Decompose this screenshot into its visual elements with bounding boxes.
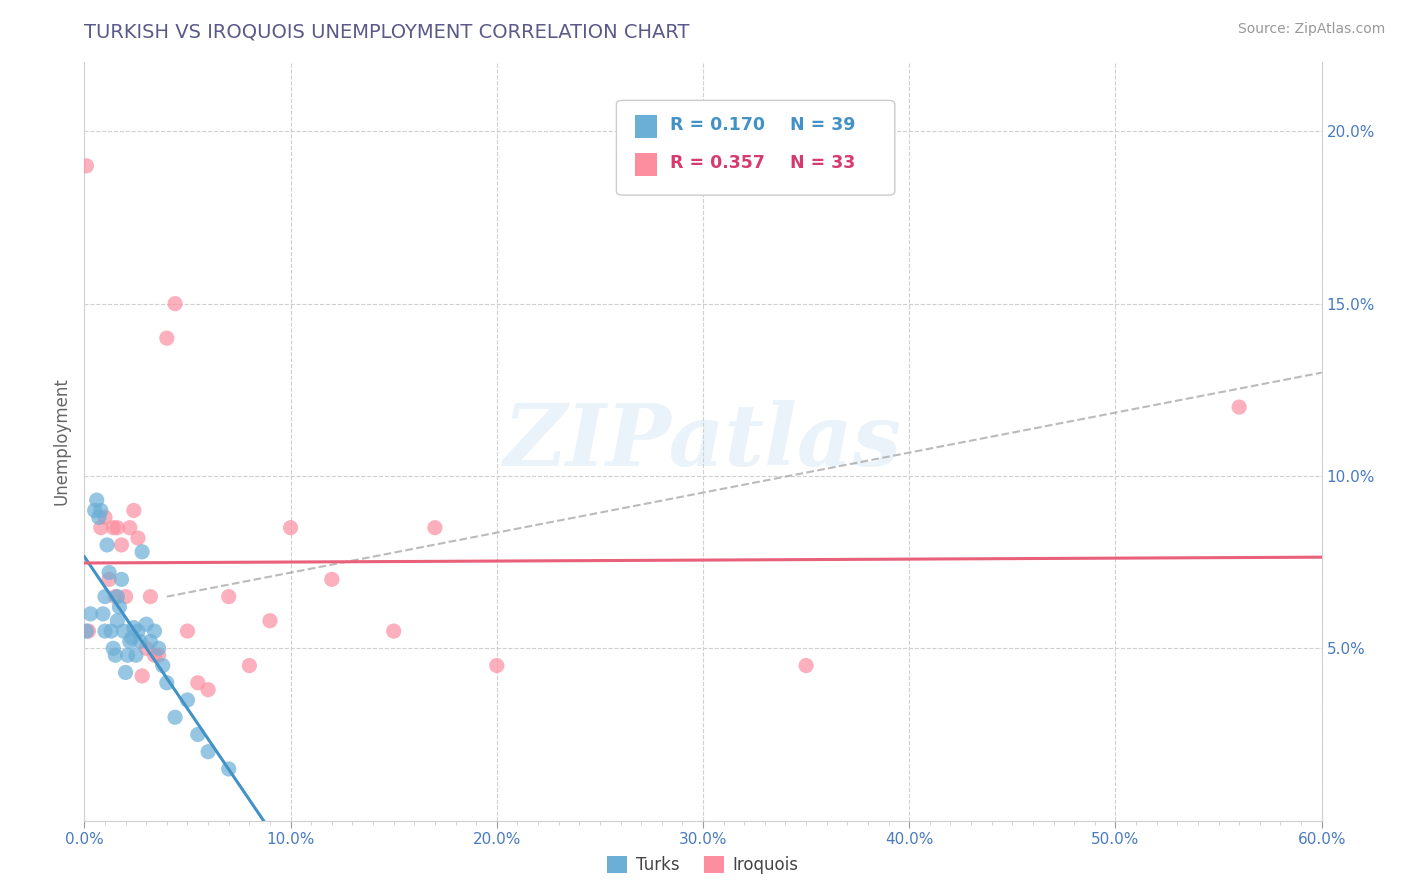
Bar	[636, 153, 657, 176]
Bar	[636, 115, 657, 137]
Point	[148, 641, 170, 656]
Point	[94, 624, 117, 639]
Point	[423, 521, 446, 535]
Point	[105, 521, 128, 535]
Point	[110, 573, 132, 587]
Point	[104, 648, 127, 663]
Point	[197, 682, 219, 697]
Point	[117, 648, 139, 663]
Point	[135, 617, 157, 632]
Point	[176, 693, 198, 707]
Point	[143, 648, 166, 663]
Point	[165, 710, 187, 724]
Text: ZIPatlas: ZIPatlas	[503, 400, 903, 483]
Point	[176, 624, 198, 639]
Text: N = 33: N = 33	[790, 154, 855, 172]
Point	[187, 675, 209, 690]
Y-axis label: Unemployment: Unemployment	[52, 377, 70, 506]
Point	[77, 624, 100, 639]
Point	[156, 331, 179, 345]
Text: Source: ZipAtlas.com: Source: ZipAtlas.com	[1237, 22, 1385, 37]
Point	[794, 658, 817, 673]
Point	[83, 503, 105, 517]
Point	[143, 624, 166, 639]
Point	[148, 648, 170, 663]
Point	[1227, 400, 1250, 414]
Point	[135, 641, 157, 656]
Text: R = 0.357: R = 0.357	[669, 154, 765, 172]
Point	[125, 648, 148, 663]
Point	[90, 503, 112, 517]
Point	[86, 493, 108, 508]
Point	[129, 634, 152, 648]
Point	[104, 590, 127, 604]
Point	[103, 641, 125, 656]
Point	[79, 607, 101, 621]
Point	[110, 538, 132, 552]
Point	[75, 624, 97, 639]
Point	[98, 573, 121, 587]
Point	[122, 503, 145, 517]
Point	[98, 566, 121, 580]
Point	[91, 607, 114, 621]
Point	[156, 675, 179, 690]
Point	[152, 658, 174, 673]
Point	[121, 631, 143, 645]
Point	[118, 521, 141, 535]
Point	[105, 590, 128, 604]
Point	[197, 745, 219, 759]
Text: R = 0.170: R = 0.170	[669, 116, 765, 134]
Point	[87, 510, 110, 524]
Point	[131, 545, 153, 559]
Point	[321, 573, 343, 587]
Text: TURKISH VS IROQUOIS UNEMPLOYMENT CORRELATION CHART: TURKISH VS IROQUOIS UNEMPLOYMENT CORRELA…	[84, 22, 690, 41]
Point	[238, 658, 260, 673]
Point	[280, 521, 302, 535]
Point	[485, 658, 508, 673]
Point	[127, 624, 149, 639]
Point	[131, 669, 153, 683]
Text: N = 39: N = 39	[790, 116, 855, 134]
Point	[114, 590, 136, 604]
Point	[259, 614, 281, 628]
Legend: Turks, Iroquois: Turks, Iroquois	[600, 849, 806, 880]
Point	[103, 521, 125, 535]
Point	[187, 727, 209, 741]
FancyBboxPatch shape	[616, 101, 894, 195]
Point	[94, 590, 117, 604]
Point	[114, 665, 136, 680]
Point	[108, 599, 131, 614]
Point	[122, 621, 145, 635]
Point	[90, 521, 112, 535]
Point	[382, 624, 405, 639]
Point	[165, 296, 187, 310]
Point	[112, 624, 135, 639]
Point	[139, 590, 162, 604]
Point	[100, 624, 122, 639]
Point	[218, 590, 240, 604]
Point	[139, 634, 162, 648]
Point	[218, 762, 240, 776]
Point	[127, 531, 149, 545]
Point	[118, 634, 141, 648]
Point	[105, 614, 128, 628]
Point	[94, 510, 117, 524]
Point	[75, 159, 97, 173]
Point	[96, 538, 118, 552]
